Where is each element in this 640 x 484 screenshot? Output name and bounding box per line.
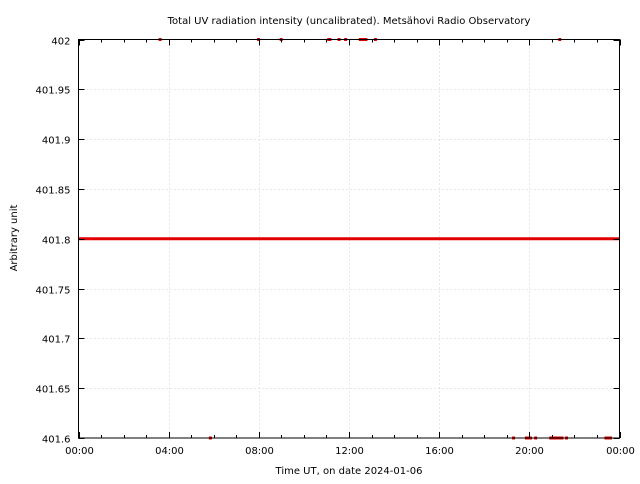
y-tick-label: 401.8 <box>42 236 71 247</box>
chart-title: Total UV radiation intensity (uncalibrat… <box>167 16 531 27</box>
x-tick-label: 08:00 <box>245 446 274 457</box>
axis-ticks: 401.6 401.65 401.7 401.75 401.8 401.85 401.9 40… <box>36 37 635 458</box>
y-tick-label: 401.7 <box>42 335 71 346</box>
x-tick-label: 00:00 <box>606 446 635 457</box>
y-tick-label: 401.75 <box>36 286 71 297</box>
y-axis-label: Arbitrary unit <box>9 205 20 272</box>
x-tick-label: 00:00 <box>65 446 94 457</box>
x-tick-label: 16:00 <box>425 446 454 457</box>
y-tick-label: 402 <box>51 37 70 48</box>
x-axis-label: Time UT, on date 2024-01-06 <box>275 466 423 477</box>
x-tick-label: 20:00 <box>515 446 544 457</box>
y-tick-label: 401.6 <box>42 435 71 446</box>
data-marks <box>78 38 620 440</box>
x-tick-label: 04:00 <box>155 446 184 457</box>
y-tick-label: 401.9 <box>42 136 71 147</box>
x-tick-label: 12:00 <box>335 446 364 457</box>
y-tick-label: 401.65 <box>36 385 71 396</box>
grid <box>78 39 620 438</box>
y-tick-label: 401.95 <box>36 86 71 97</box>
y-tick-label: 401.85 <box>36 186 71 197</box>
